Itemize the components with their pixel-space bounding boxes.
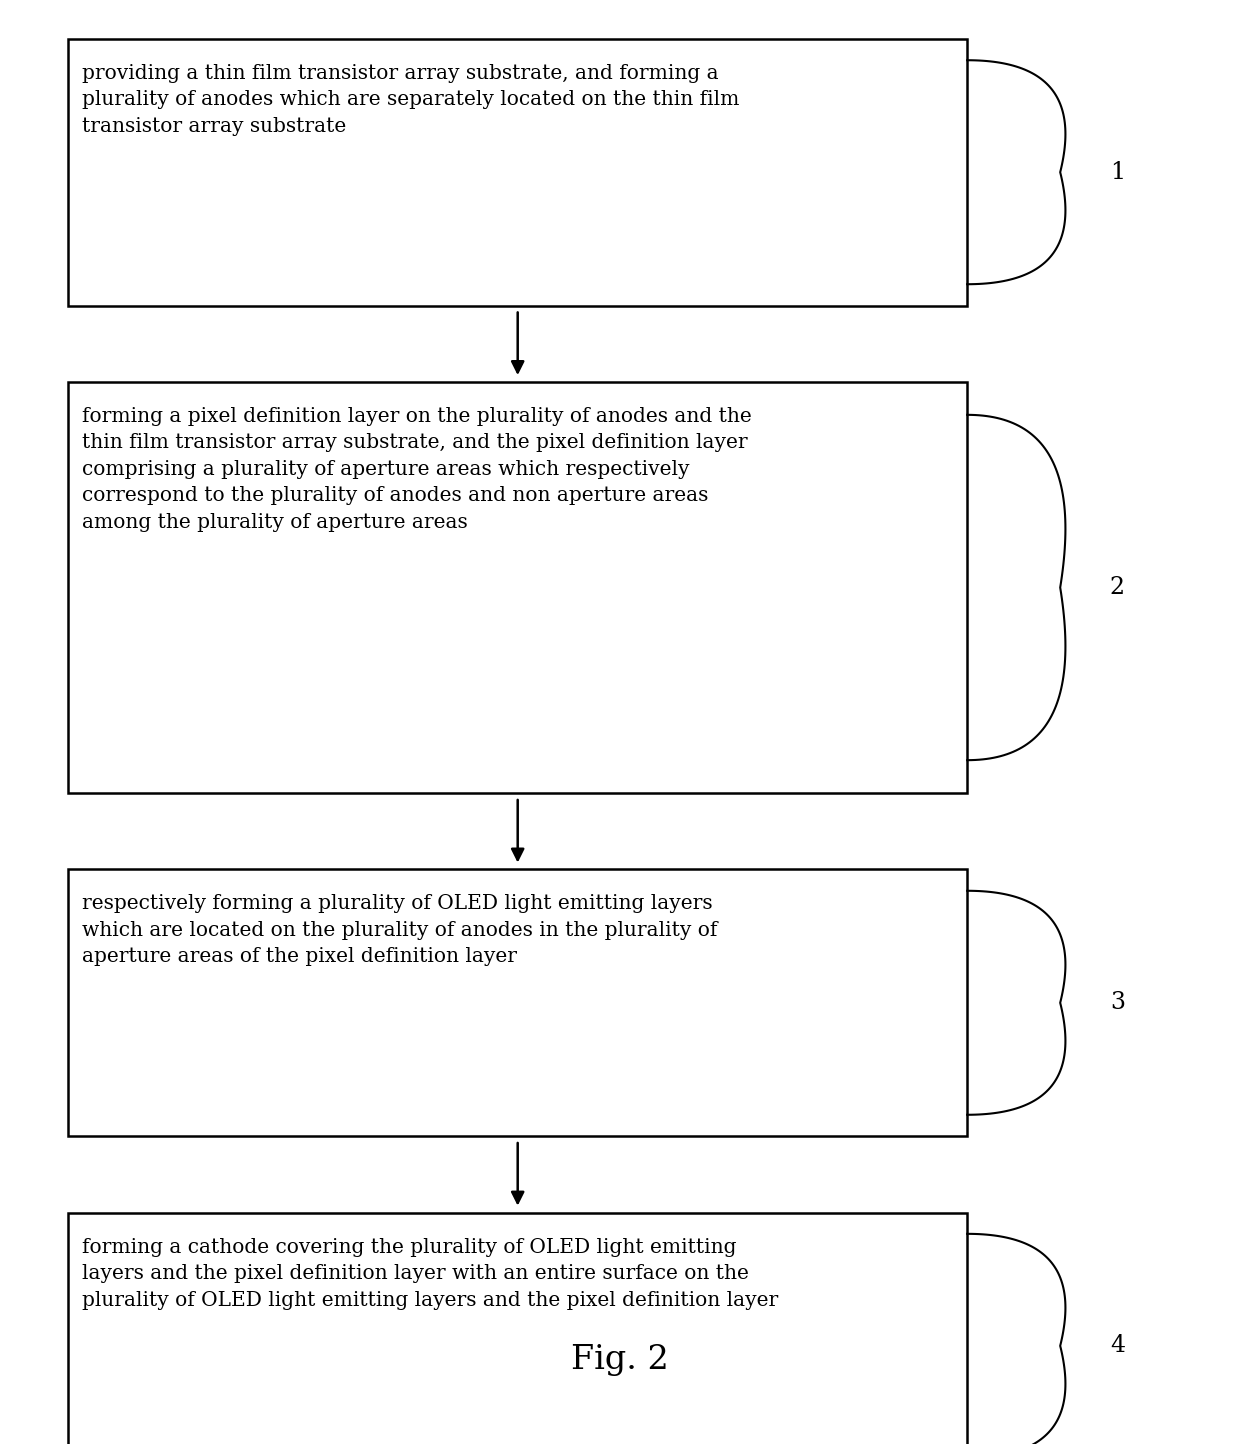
Text: 1: 1 — [1110, 160, 1125, 183]
Text: providing a thin film transistor array substrate, and forming a
plurality of ano: providing a thin film transistor array s… — [82, 64, 739, 136]
Text: 3: 3 — [1110, 991, 1125, 1014]
Text: Fig. 2: Fig. 2 — [572, 1344, 668, 1376]
Text: respectively forming a plurality of OLED light emitting layers
which are located: respectively forming a plurality of OLED… — [82, 894, 718, 966]
Bar — [68, 383, 967, 793]
Text: forming a pixel definition layer on the plurality of anodes and the
thin film tr: forming a pixel definition layer on the … — [82, 407, 751, 531]
Text: forming a cathode covering the plurality of OLED light emitting
layers and the p: forming a cathode covering the plurality… — [82, 1238, 779, 1310]
Bar — [68, 869, 967, 1136]
Bar — [68, 1213, 967, 1444]
Text: 2: 2 — [1110, 576, 1125, 599]
Bar — [68, 39, 967, 306]
Text: 4: 4 — [1110, 1334, 1125, 1357]
